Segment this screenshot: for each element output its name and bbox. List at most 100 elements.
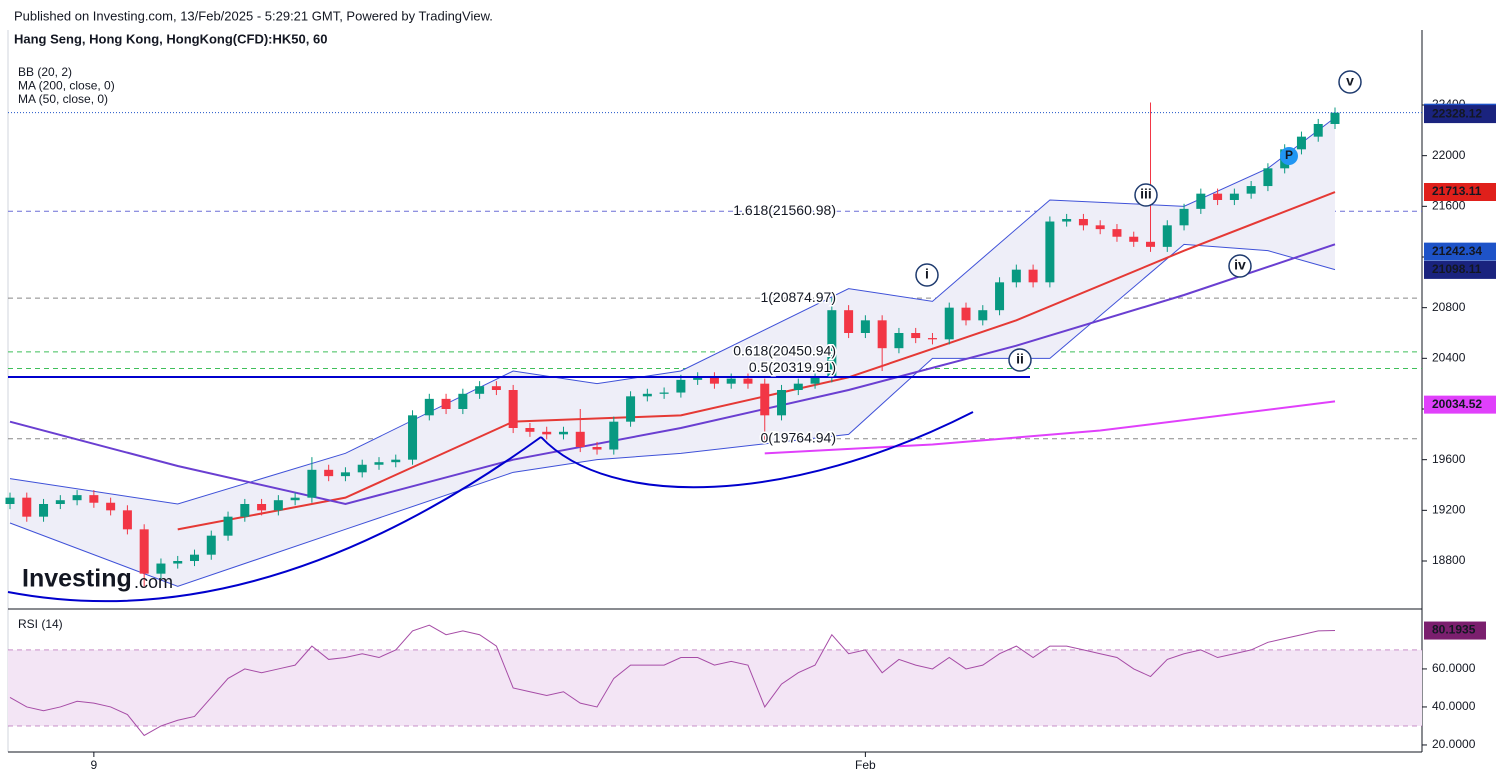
- y-tick-label: 21600: [1432, 198, 1466, 212]
- candle-body: [894, 332, 904, 349]
- candle-body: [659, 392, 669, 394]
- logo-suffix: .com: [134, 572, 173, 592]
- wave-marker: [1134, 183, 1158, 207]
- candle-body: [1229, 193, 1239, 200]
- price-tag-label: 21098.11: [1432, 262, 1482, 276]
- candle-body: [475, 386, 485, 394]
- candle-body: [340, 472, 350, 477]
- candle-body: [1095, 225, 1105, 230]
- candle-body: [542, 431, 552, 435]
- candle-body: [424, 398, 434, 416]
- y-tick-label: 22000: [1432, 148, 1466, 162]
- candle-body: [1263, 168, 1273, 187]
- candle-body: [189, 554, 199, 562]
- candle-body: [1196, 193, 1206, 209]
- candle-body: [5, 497, 15, 505]
- candle-body: [1213, 193, 1223, 200]
- rsi-tick-label: 60.0000: [1432, 661, 1476, 675]
- price-tag: [1424, 395, 1496, 414]
- candle-body: [1146, 241, 1156, 247]
- candle-body: [173, 561, 183, 564]
- wave-label: v: [1346, 73, 1354, 89]
- candle-body: [1011, 269, 1021, 283]
- fib-label: 0(19764.94): [760, 429, 836, 445]
- candle-body: [290, 497, 300, 501]
- rsi-line: [9, 624, 1336, 737]
- rsi-tick-label: 40.0000: [1432, 699, 1476, 713]
- wave-label: i: [925, 266, 929, 282]
- candle-body: [491, 386, 501, 390]
- candle-body: [793, 383, 803, 390]
- candle-body: [1028, 269, 1038, 283]
- candle-body: [944, 307, 954, 340]
- wave-label: iii: [1140, 186, 1152, 202]
- candle-body: [911, 332, 921, 339]
- candle-body: [458, 393, 468, 409]
- price-tag: [1424, 242, 1496, 261]
- rsi-title: RSI (14): [18, 617, 63, 631]
- y-tick-label: 19200: [1432, 503, 1466, 517]
- moving-average: [764, 400, 1336, 455]
- price-tag-label: 20034.52: [1432, 397, 1482, 411]
- price-tag: [1424, 260, 1496, 279]
- legend-entry: MA (50, close, 0): [18, 92, 108, 106]
- cup-arc: [540, 411, 974, 489]
- wave-marker: [1008, 348, 1032, 372]
- price-tag-label: 21713.11: [1432, 184, 1482, 198]
- candle-body: [1296, 136, 1306, 150]
- plot: [5, 102, 1422, 587]
- fib-label: 1.618(21560.98): [733, 202, 836, 218]
- candle-body: [676, 379, 686, 393]
- band-fill: [10, 117, 1335, 587]
- candle-body: [55, 500, 65, 505]
- candle-body: [961, 307, 971, 321]
- candle-body: [978, 310, 988, 321]
- candle-body: [206, 535, 216, 555]
- candle-body: [307, 469, 317, 498]
- rsi-tick-label: 20.0000: [1432, 737, 1476, 751]
- candle-body: [743, 378, 753, 384]
- legend-entry: BB (20, 2): [18, 65, 72, 79]
- fib-label: 0.5(20319.91): [749, 359, 836, 375]
- candle-body: [1313, 123, 1323, 137]
- candle-body: [156, 563, 166, 574]
- logo: Investing: [22, 565, 132, 593]
- candle-body: [374, 462, 384, 465]
- candle-body: [223, 516, 233, 536]
- candle-body: [139, 529, 149, 574]
- candle-body: [726, 378, 736, 384]
- candle-body: [626, 396, 636, 422]
- x-tick-label: 9: [91, 758, 98, 772]
- candle-body: [1129, 236, 1139, 242]
- candle-body: [273, 500, 283, 511]
- candle-body: [1179, 208, 1189, 226]
- symbol-title: Hang Seng, Hong Kong, HongKong(CFD):HK50…: [14, 31, 327, 46]
- wave-marker: [1228, 254, 1252, 278]
- candle-body: [1162, 225, 1172, 247]
- candle-body: [441, 398, 451, 409]
- candle-body: [1330, 112, 1340, 124]
- candle-body: [927, 338, 937, 340]
- candle-body: [709, 377, 719, 384]
- candle-body: [592, 447, 602, 450]
- candle-body: [609, 421, 619, 450]
- legend-entry: MA (200, close, 0): [18, 79, 115, 93]
- candle-body: [1112, 229, 1122, 237]
- candle-body: [508, 389, 518, 429]
- candle-body: [122, 510, 132, 530]
- price-tag: [1424, 182, 1496, 201]
- candle-body: [257, 504, 267, 511]
- candle-body: [810, 377, 820, 384]
- candle-body: [575, 431, 585, 448]
- candle-body: [777, 389, 787, 416]
- candle-body: [89, 495, 99, 503]
- candle-body: [558, 431, 568, 435]
- candle-body: [391, 459, 401, 463]
- fib-label: 1(20874.97): [760, 289, 836, 305]
- candle-body: [22, 497, 32, 517]
- rsi-tag-label: 80.1935: [1432, 623, 1476, 637]
- wave-label: ii: [1016, 351, 1024, 367]
- candle-body: [408, 415, 418, 460]
- candle-body: [39, 504, 49, 517]
